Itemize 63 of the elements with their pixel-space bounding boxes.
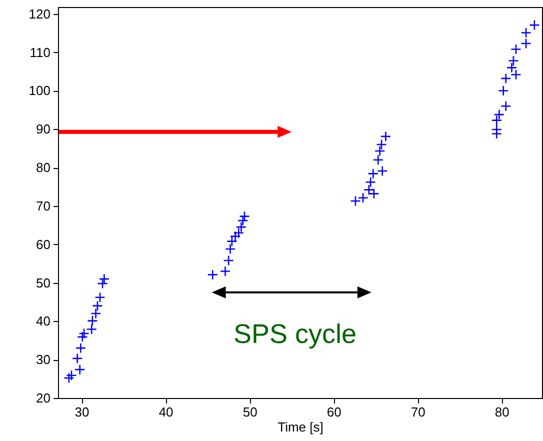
y-tick-label: 80 xyxy=(36,160,50,176)
point xyxy=(72,353,83,364)
y-tick-label: 70 xyxy=(36,198,50,214)
point xyxy=(92,300,103,312)
y-tick-label: 20 xyxy=(36,390,50,406)
point xyxy=(78,328,90,339)
point xyxy=(233,227,244,238)
point xyxy=(520,27,532,38)
point xyxy=(376,139,387,150)
point xyxy=(224,244,236,254)
point xyxy=(498,85,509,96)
point xyxy=(237,215,248,226)
point xyxy=(374,146,386,156)
point xyxy=(491,114,502,126)
point xyxy=(236,222,247,232)
point xyxy=(358,192,368,204)
y-tick-label: 90 xyxy=(36,122,50,137)
x-tick-label: 50 xyxy=(242,404,258,420)
x-tick-label: 30 xyxy=(74,404,90,420)
point xyxy=(90,308,102,319)
point xyxy=(365,176,376,188)
point xyxy=(94,292,106,303)
y-tick-label: 50 xyxy=(36,275,50,290)
x-tick-label: 40 xyxy=(158,404,174,420)
point xyxy=(220,266,231,277)
point xyxy=(350,196,361,206)
x-tick-label: 60 xyxy=(326,404,342,420)
point xyxy=(66,370,77,381)
point xyxy=(510,44,522,55)
point xyxy=(372,154,384,166)
point xyxy=(97,278,108,289)
point xyxy=(494,109,505,120)
point xyxy=(500,100,512,112)
y-tick-label: 110 xyxy=(30,44,50,60)
point xyxy=(529,20,540,30)
y-tick-label: 30 xyxy=(36,352,50,368)
point xyxy=(520,38,532,49)
point xyxy=(226,236,238,247)
x-tick-label: 80 xyxy=(494,404,510,420)
point xyxy=(376,166,388,176)
y-tick-label: 120 xyxy=(28,6,50,22)
point xyxy=(75,342,86,354)
point xyxy=(500,73,512,84)
point xyxy=(508,55,519,66)
point xyxy=(239,210,250,222)
x-axis-title: Time [s] xyxy=(278,420,324,434)
point xyxy=(207,269,218,280)
point xyxy=(87,315,98,326)
point xyxy=(368,168,378,180)
point xyxy=(64,372,74,384)
point xyxy=(98,274,110,284)
point xyxy=(86,324,98,335)
y-tick-label: 60 xyxy=(36,236,50,252)
annotation: SPS cycle xyxy=(232,318,358,350)
y-tick-label: 40 xyxy=(36,314,50,329)
y-tick-label: 100 xyxy=(28,83,50,98)
point xyxy=(76,332,88,342)
x-tick-label: 70 xyxy=(410,404,426,420)
point xyxy=(223,255,234,266)
point xyxy=(230,230,241,242)
point xyxy=(491,124,502,135)
point xyxy=(380,131,392,142)
point xyxy=(74,364,86,375)
